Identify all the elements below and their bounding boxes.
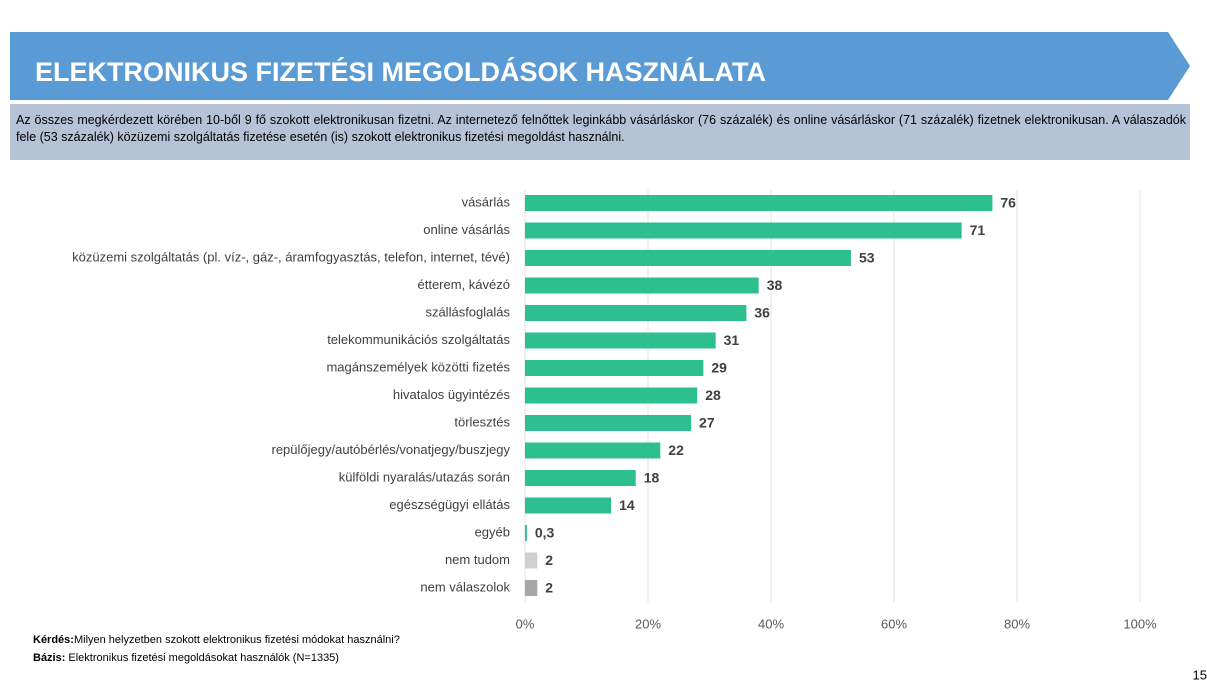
value-label: 53 [859, 250, 875, 266]
value-label: 36 [754, 305, 770, 321]
x-tick-label: 100% [1123, 616, 1157, 631]
category-label: hivatalos ügyintézés [393, 387, 511, 402]
bar [525, 552, 538, 569]
value-label: 2 [545, 552, 553, 568]
value-label: 2 [545, 580, 553, 596]
category-label: nem tudom [445, 552, 510, 567]
value-label: 22 [668, 442, 684, 458]
bar [525, 442, 661, 459]
category-label: törlesztés [454, 414, 510, 429]
x-tick-label: 40% [758, 616, 784, 631]
subtitle-box: Az összes megkérdezett körében 10-ből 9 … [16, 113, 1186, 144]
bar [525, 525, 527, 541]
category-label: közüzemi szolgáltatás (pl. víz-, gáz-, á… [72, 249, 510, 264]
x-tick-label: 0% [516, 616, 535, 631]
value-label: 71 [970, 222, 986, 238]
bar [525, 360, 704, 376]
category-label: telekommunikációs szolgáltatás [327, 332, 510, 347]
x-tick-label: 20% [635, 616, 661, 631]
category-label: étterem, kávézó [418, 277, 511, 292]
category-label: egyéb [475, 524, 510, 539]
footnote-label: Bázis: [33, 652, 65, 664]
bar [525, 195, 993, 211]
value-label: 27 [699, 415, 715, 431]
bar [525, 470, 636, 486]
bar [525, 277, 759, 294]
value-label: 18 [644, 470, 660, 486]
subtitle: Az összes megkérdezett körében 10-ből 9 … [16, 113, 1186, 144]
value-label: 14 [619, 497, 635, 513]
bar [525, 415, 692, 431]
footnote-text: Milyen helyzetben szokott elektronikus f… [74, 634, 400, 646]
category-label: vásárlás [462, 194, 511, 209]
category-label: online vásárlás [423, 222, 510, 237]
slide-title: ELEKTRONIKUS FIZETÉSI MEGOLDÁSOK HASZNÁL… [35, 56, 766, 87]
value-label: 38 [767, 277, 783, 293]
category-label: szállásfoglalás [425, 304, 510, 319]
bar [525, 332, 716, 349]
page-number: 15 [1193, 667, 1207, 682]
title-banner [10, 32, 1190, 100]
bar [525, 387, 698, 404]
x-tick-label: 80% [1004, 616, 1030, 631]
category-label: egészségügyi ellátás [389, 497, 510, 512]
value-label: 0,3 [535, 525, 555, 541]
value-label: 76 [1000, 195, 1016, 211]
bar [525, 580, 538, 596]
value-label: 28 [705, 387, 721, 403]
value-label: 31 [724, 332, 740, 348]
category-label: nem válaszolok [420, 579, 510, 594]
bar [525, 222, 962, 239]
bar [525, 305, 747, 321]
bar [525, 497, 612, 514]
footnote-label: Kérdés: [33, 634, 74, 646]
footnote-1: Kérdés:Milyen helyzetben szokott elektro… [33, 634, 400, 646]
x-tick-label: 60% [881, 616, 907, 631]
footnote-2: Bázis: Elektronikus fizetési megoldásokat… [33, 652, 339, 664]
category-label: repülőjegy/autóbérlés/vonatjegy/buszjegy [272, 442, 511, 457]
category-label: magánszemélyek közötti fizetés [326, 359, 510, 374]
bar [525, 250, 851, 266]
footnote-text: Elektronikus fizetési megoldásokat haszn… [68, 652, 339, 664]
value-label: 29 [711, 360, 727, 376]
category-label: külföldi nyaralás/utazás során [339, 469, 510, 484]
subtitle-band [10, 104, 1190, 160]
